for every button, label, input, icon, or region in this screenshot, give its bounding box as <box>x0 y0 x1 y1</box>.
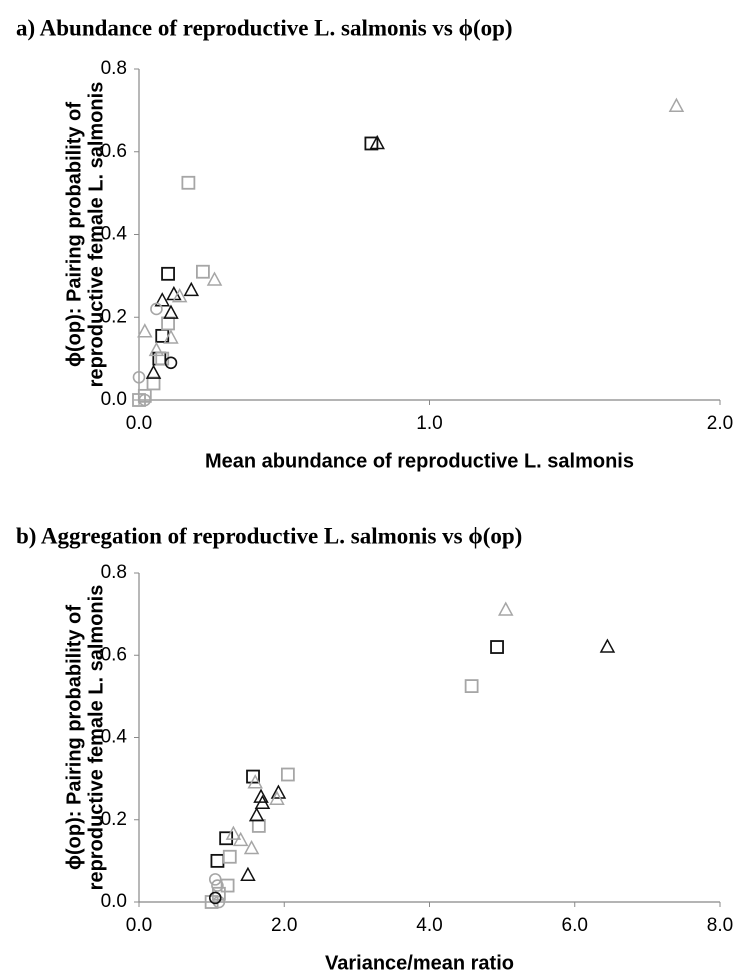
square-marker <box>181 175 196 190</box>
y-axis-label: ϕ(op): Pairing probability of <box>63 102 85 367</box>
circle-marker <box>212 895 226 909</box>
triangle-marker <box>145 364 162 379</box>
x-tick-label: 0.0 <box>126 915 152 936</box>
square-marker <box>364 136 379 151</box>
square-marker <box>146 376 161 391</box>
y-axis-label: reproductive female L. salmonis <box>85 82 107 388</box>
y-tick-label: 0.8 <box>101 562 127 583</box>
x-tick-label: 0.0 <box>126 413 152 434</box>
chart-title: a) Abundance of reproductive L. salmonis… <box>16 15 513 40</box>
triangle-marker <box>248 807 265 822</box>
square-marker <box>220 878 235 893</box>
y-tick-label: 0.0 <box>101 891 127 912</box>
triangle-marker <box>163 329 179 344</box>
triangle-marker <box>225 825 242 840</box>
x-axis-label: Variance/mean ratio <box>325 952 514 974</box>
circle-marker <box>150 302 163 316</box>
y-tick-label: 0.8 <box>101 58 127 79</box>
square-marker <box>222 849 237 864</box>
y-tick-label: 0.6 <box>101 644 127 665</box>
square-marker <box>246 769 260 784</box>
y-tick-label: 0.2 <box>101 306 127 327</box>
y-tick-label: 0.2 <box>101 809 127 830</box>
y-tick-label: 0.4 <box>101 727 128 748</box>
triangle-marker <box>232 831 249 847</box>
square-marker <box>464 679 479 693</box>
square-marker <box>280 767 295 782</box>
triangle-marker <box>148 341 165 357</box>
square-marker <box>196 264 210 279</box>
triangle-marker <box>154 292 170 307</box>
square-marker <box>161 266 175 281</box>
triangle-marker <box>243 839 260 855</box>
triangle-marker <box>183 281 200 297</box>
circle-marker <box>211 879 224 892</box>
circle-marker <box>208 891 222 905</box>
triangle-marker <box>270 784 287 799</box>
triangle-marker <box>206 271 223 286</box>
triangle-marker <box>668 97 685 112</box>
x-tick-label: 8.0 <box>707 915 733 936</box>
y-axis-label: ϕ(op): Pairing probability of <box>63 605 85 870</box>
square-marker <box>490 640 504 654</box>
triangle-marker <box>137 323 153 338</box>
square-marker <box>161 316 175 331</box>
triangle-marker <box>247 774 263 789</box>
triangle-marker <box>254 794 271 810</box>
triangle-marker <box>599 638 616 653</box>
circle-marker <box>132 370 146 384</box>
triangle-marker <box>253 788 269 803</box>
square-marker <box>210 853 225 868</box>
x-tick-label: 1.0 <box>416 413 442 434</box>
triangle-marker <box>497 601 514 616</box>
y-tick-label: 0.4 <box>101 224 128 245</box>
x-tick-label: 2.0 <box>707 413 733 434</box>
square-marker <box>132 393 146 407</box>
triangle-marker <box>166 285 182 301</box>
square-marker <box>219 831 234 846</box>
x-axis-label: Mean abundance of reproductive L. salmon… <box>205 450 634 472</box>
triangle-marker <box>240 866 256 882</box>
circle-marker <box>208 873 222 886</box>
triangle-marker <box>369 134 385 150</box>
y-tick-label: 0.6 <box>101 141 127 162</box>
x-tick-label: 2.0 <box>271 915 297 936</box>
square-marker <box>152 351 167 366</box>
y-axis-label: reproductive female L. salmonis <box>85 585 107 891</box>
triangle-marker <box>269 790 285 805</box>
square-marker <box>251 819 266 833</box>
triangle-marker <box>163 304 179 319</box>
y-tick-label: 0.0 <box>101 389 127 410</box>
circle-marker <box>138 393 152 407</box>
chart-title: b) Aggregation of reproductive L. salmon… <box>16 523 522 548</box>
x-tick-label: 4.0 <box>416 915 442 936</box>
triangle-marker <box>171 287 188 303</box>
circle-marker <box>164 356 178 370</box>
x-tick-label: 6.0 <box>562 915 588 936</box>
